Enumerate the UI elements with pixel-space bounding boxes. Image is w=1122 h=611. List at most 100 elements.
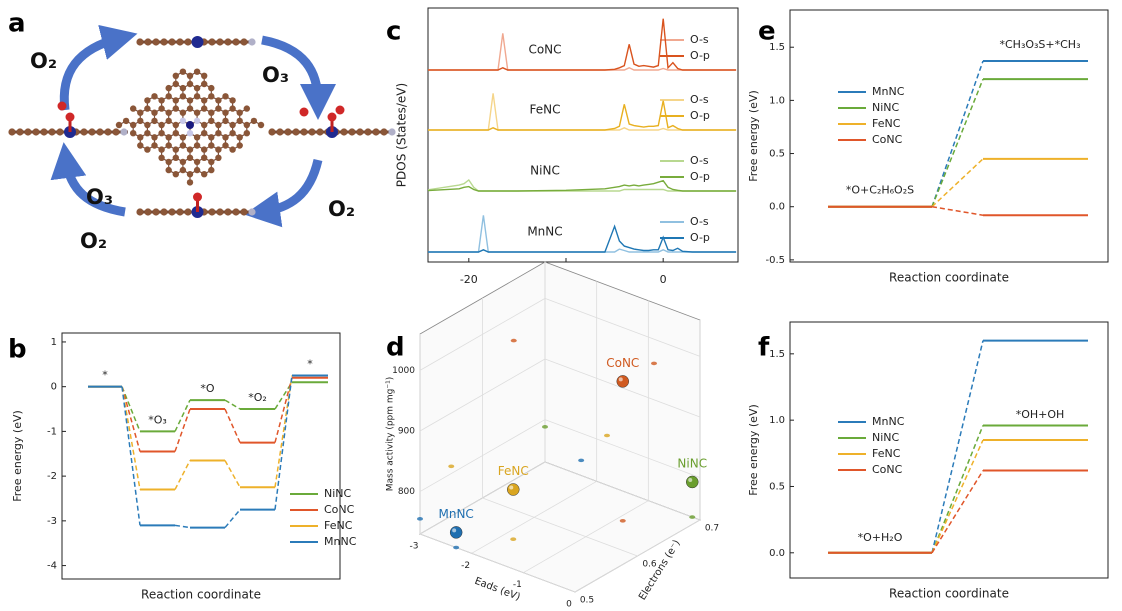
atom — [193, 158, 201, 166]
grid-line — [544, 461, 701, 521]
atom — [284, 128, 292, 136]
atom — [208, 84, 215, 92]
grid-line — [544, 297, 701, 357]
atom — [144, 97, 151, 104]
atom — [137, 109, 144, 116]
atom — [137, 117, 144, 125]
panel-label: a — [8, 9, 26, 39]
connector — [931, 439, 984, 554]
z-tick-label: 800 — [398, 487, 415, 497]
atom — [201, 121, 208, 129]
step-label: *OH+OH — [1016, 408, 1065, 421]
atom — [32, 128, 40, 136]
atom — [186, 179, 194, 186]
legend-label: CoNC — [872, 463, 903, 476]
atom — [88, 128, 96, 136]
legend-label: O-p — [690, 49, 710, 62]
atom — [240, 38, 248, 46]
atom — [179, 134, 187, 141]
atom — [179, 109, 187, 116]
atom — [172, 121, 179, 129]
y-tick-label: 0.5 — [580, 596, 594, 606]
atom — [193, 84, 201, 92]
atom — [208, 38, 216, 46]
atom — [122, 117, 130, 125]
atom — [152, 38, 160, 46]
connector — [274, 377, 293, 443]
pdos-curve — [428, 33, 737, 71]
y-tick-label: 1 — [51, 337, 57, 348]
atom — [186, 146, 194, 153]
atom — [276, 128, 284, 136]
atom — [364, 128, 372, 136]
atom — [248, 208, 256, 216]
legend-label: FeNC — [872, 117, 901, 130]
atom — [372, 128, 380, 136]
atom — [215, 154, 222, 161]
atom — [144, 130, 151, 137]
grid-line — [419, 419, 546, 492]
arrow — [244, 158, 323, 228]
connector — [174, 460, 191, 490]
atom — [172, 130, 179, 137]
step-label: *O+C₂H₆O₂S — [846, 184, 914, 197]
atom — [24, 128, 32, 136]
pdos-curve — [428, 100, 737, 131]
atom — [158, 105, 165, 112]
atom — [232, 208, 240, 216]
atom — [151, 142, 158, 149]
arrow — [59, 24, 138, 111]
plot-frame — [427, 7, 739, 263]
atom — [179, 166, 187, 174]
atom — [380, 128, 388, 136]
atom — [201, 154, 208, 161]
atom — [129, 130, 137, 137]
atom — [201, 97, 208, 104]
z-tick-label: 1000 — [392, 366, 415, 376]
atom — [222, 134, 229, 141]
atom — [208, 109, 215, 116]
atom — [151, 134, 158, 141]
projection — [651, 361, 658, 366]
point-highlight — [509, 485, 514, 490]
atom — [388, 128, 396, 136]
atom — [222, 142, 229, 149]
atom — [215, 97, 222, 104]
x-tick-label: 0 — [566, 600, 572, 610]
connector — [121, 386, 141, 526]
atom — [172, 154, 179, 161]
panel-label: d — [386, 333, 405, 363]
oxygen — [335, 105, 345, 115]
x-tick-label: -20 — [460, 273, 478, 286]
atom — [268, 128, 276, 136]
atom — [151, 109, 158, 116]
atom — [186, 80, 194, 88]
atom — [236, 142, 243, 149]
legend-label: O-p — [690, 109, 710, 122]
atom — [179, 158, 187, 166]
atom — [243, 105, 251, 112]
y-tick-label: -2 — [47, 471, 57, 482]
point-highlight — [452, 528, 457, 533]
pdos-curve — [428, 215, 737, 253]
plot-frame — [789, 9, 1109, 263]
atom — [222, 109, 229, 116]
arrow — [261, 35, 336, 120]
oxygen — [193, 192, 202, 202]
legend-label: O-s — [690, 93, 709, 106]
panel-label: f — [758, 333, 770, 363]
y-tick-label: 1.5 — [769, 349, 785, 360]
group-label: MnNC — [527, 225, 562, 239]
atom — [152, 208, 160, 216]
step-label: *CH₃O₃S+*CH₃ — [1000, 38, 1081, 51]
atom — [172, 171, 179, 178]
atom — [215, 130, 222, 137]
point — [686, 475, 699, 489]
legend-label: FeNC — [324, 519, 353, 532]
atom — [201, 105, 208, 112]
atom — [208, 117, 215, 125]
atom — [201, 80, 208, 88]
atom — [229, 146, 236, 153]
legend-label: NiNC — [324, 487, 352, 500]
atom — [144, 146, 151, 153]
